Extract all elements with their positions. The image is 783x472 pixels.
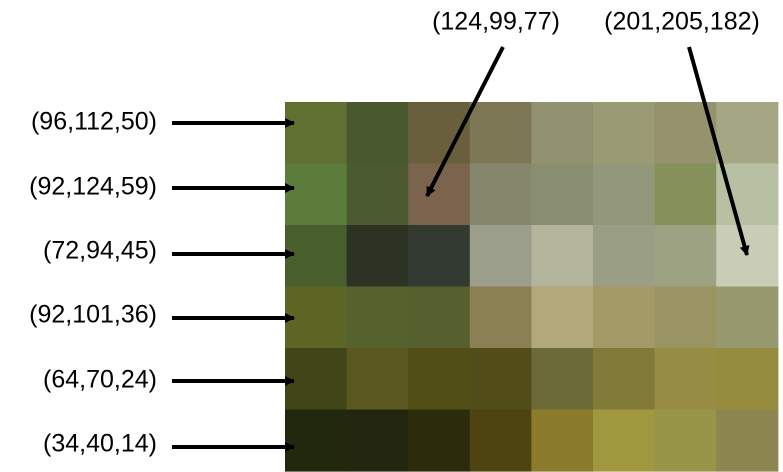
pixel-cell-r4-c8 xyxy=(716,286,779,349)
pixel-cell-r5-c2 xyxy=(346,348,409,411)
row-label-6: (34,40,14) xyxy=(43,430,157,458)
pixel-cell-r3-c6 xyxy=(593,225,656,288)
pixel-cell-r3-c2 xyxy=(346,225,409,288)
row-label-4: (92,101,36) xyxy=(29,301,157,329)
pixel-cell-r3-c3 xyxy=(408,225,471,288)
pixel-cell-r2-c8 xyxy=(716,163,779,226)
pixel-cell-r1-c2 xyxy=(346,102,409,165)
pixel-cell-r3-c4 xyxy=(469,225,532,288)
pixel-cell-r1-c6 xyxy=(593,102,656,165)
pixel-cell-r5-c1 xyxy=(285,348,348,411)
pixel-cell-r1-c5 xyxy=(531,102,594,165)
pixel-cell-r6-c8 xyxy=(716,409,779,472)
pixel-cell-r4-c7 xyxy=(654,286,717,349)
pixel-cell-r3-c8 xyxy=(716,225,779,288)
pixel-cell-r4-c1 xyxy=(285,286,348,349)
pixel-cell-r6-c4 xyxy=(469,409,532,472)
row-label-3: (72,94,45) xyxy=(43,237,157,265)
pixel-cell-r4-c6 xyxy=(593,286,656,349)
pixel-cell-r2-c1 xyxy=(285,163,348,226)
pixel-cell-r5-c3 xyxy=(408,348,471,411)
pixel-cell-r4-c3 xyxy=(408,286,471,349)
pixel-cell-r2-c7 xyxy=(654,163,717,226)
pixel-cell-r3-c7 xyxy=(654,225,717,288)
pixel-cell-r4-c5 xyxy=(531,286,594,349)
pixel-cell-r1-c4 xyxy=(469,102,532,165)
top-arrow-1 xyxy=(425,46,505,197)
row-label-2: (92,124,59) xyxy=(29,173,157,201)
top-arrow-2 xyxy=(687,46,750,256)
pixel-cell-r2-c6 xyxy=(593,163,656,226)
top-label-2: (201,205,182) xyxy=(604,8,760,36)
pixel-cell-r1-c8 xyxy=(716,102,779,165)
pixel-cell-r5-c8 xyxy=(716,348,779,411)
pixel-cell-r4-c4 xyxy=(469,286,532,349)
row-label-1: (96,112,50) xyxy=(31,108,157,136)
pixel-cell-r6-c2 xyxy=(346,409,409,472)
pixel-cell-r5-c6 xyxy=(593,348,656,411)
pixel-cell-r5-c7 xyxy=(654,348,717,411)
pixel-cell-r6-c5 xyxy=(531,409,594,472)
pixel-grid xyxy=(285,102,779,472)
row-label-5: (64,70,24) xyxy=(43,366,157,394)
pixel-cell-r5-c4 xyxy=(469,348,532,411)
pixel-cell-r1-c1 xyxy=(285,102,348,165)
pixel-cell-r6-c6 xyxy=(593,409,656,472)
pixel-cell-r2-c5 xyxy=(531,163,594,226)
pixel-cell-r2-c4 xyxy=(469,163,532,226)
pixel-cell-r3-c5 xyxy=(531,225,594,288)
pixel-cell-r6-c1 xyxy=(285,409,348,472)
pixel-cell-r5-c5 xyxy=(531,348,594,411)
pixel-cell-r2-c2 xyxy=(346,163,409,226)
top-label-1: (124,99,77) xyxy=(432,8,560,36)
pixel-cell-r6-c7 xyxy=(654,409,717,472)
pixel-cell-r3-c1 xyxy=(285,225,348,288)
pixel-cell-r4-c2 xyxy=(346,286,409,349)
pixel-cell-r6-c3 xyxy=(408,409,471,472)
